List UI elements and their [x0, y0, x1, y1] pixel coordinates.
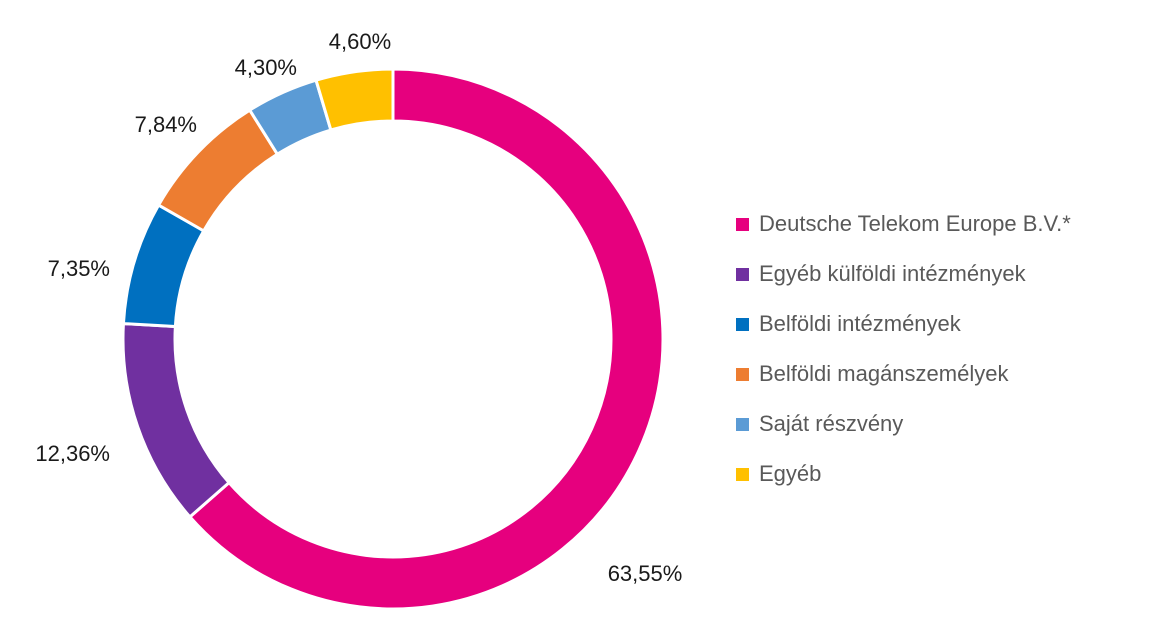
legend-item-3: Belföldi magánszemélyek: [736, 349, 1071, 399]
donut-slices: [121, 67, 665, 611]
data-label-0: 63,55%: [608, 561, 683, 586]
legend-item-1: Egyéb külföldi intézmények: [736, 249, 1071, 299]
legend-swatch-2: [736, 317, 749, 331]
slice-5: [314, 67, 395, 132]
legend-item-2: Belföldi intézmények: [736, 299, 1071, 349]
legend-swatch-4: [736, 417, 749, 431]
data-label-1: 12,36%: [35, 441, 110, 466]
legend-swatch-3: [736, 367, 749, 381]
slice-1: [121, 321, 232, 520]
legend-label-2: Belföldi intézmények: [759, 311, 961, 336]
legend-item-4: Saját részvény: [736, 399, 1071, 449]
legend-label-4: Saját részvény: [759, 411, 904, 436]
legend-item-0: Deutsche Telekom Europe B.V.*: [736, 199, 1071, 249]
data-label-2: 7,35%: [48, 256, 110, 281]
data-label-3: 7,84%: [135, 112, 197, 137]
slice-0: [187, 67, 665, 611]
legend-label-5: Egyéb: [759, 461, 822, 486]
legend-item-5: Egyéb: [736, 449, 1071, 499]
data-labels: 63,55% 12,36% 7,35% 7,84% 4,30% 4,60%: [35, 29, 682, 586]
data-label-5: 4,60%: [329, 29, 391, 54]
data-label-4: 4,30%: [235, 55, 297, 80]
legend: Deutsche Telekom Europe B.V.* Egyéb külfö…: [736, 199, 1071, 499]
legend-swatch-5: [736, 467, 749, 481]
legend-swatch-1: [736, 267, 749, 281]
legend-swatch-0: [736, 217, 749, 231]
legend-label-1: Egyéb külföldi intézmények: [759, 261, 1026, 286]
legend-label-3: Belföldi magánszemélyek: [759, 361, 1009, 386]
legend-label-0: Deutsche Telekom Europe B.V.*: [759, 211, 1071, 236]
